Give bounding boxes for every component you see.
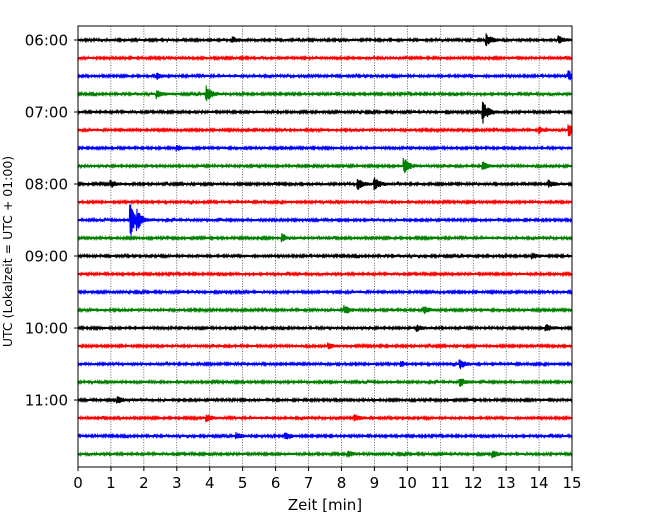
x-tick-label: 11	[431, 474, 450, 492]
trace-3	[77, 85, 573, 102]
x-tick-label: 8	[337, 474, 347, 492]
x-tick-label: 1	[106, 474, 116, 492]
trace-21	[77, 414, 573, 423]
trace-0	[77, 33, 573, 47]
trace-19	[77, 378, 573, 387]
trace-1	[77, 54, 573, 62]
y-tick-label: 11:00	[25, 392, 68, 410]
x-tick-label: 4	[205, 474, 215, 492]
trace-9	[77, 198, 573, 206]
x-tick-label: 10	[398, 474, 417, 492]
x-tick-label: 13	[497, 474, 516, 492]
x-tick-label: 2	[139, 474, 149, 492]
y-tick-label: 07:00	[25, 104, 68, 122]
seismogram-traces	[77, 33, 573, 459]
trace-8	[77, 177, 573, 191]
x-tick-label: 9	[370, 474, 380, 492]
trace-14	[77, 288, 573, 296]
x-tick-label: 0	[73, 474, 83, 492]
trace-5	[77, 124, 573, 137]
trace-7	[77, 157, 573, 174]
trace-10	[77, 204, 573, 236]
trace-18	[77, 359, 573, 370]
x-axis-ticks: 0 1 2 3 4 5 6 7 8 9 10 11 12 13 14 15	[73, 467, 582, 492]
trace-15	[77, 304, 573, 315]
plot-frame	[77, 25, 573, 468]
x-tick-label: 15	[562, 474, 581, 492]
trace-12	[77, 252, 573, 260]
x-tick-label: 5	[238, 474, 248, 492]
x-tick-label: 7	[304, 474, 314, 492]
trace-11	[77, 233, 573, 243]
y-axis-ticks: 06:00 07:00 08:00 09:00 10:00 11:00	[25, 32, 78, 410]
y-tick-label: 10:00	[25, 320, 68, 338]
x-tick-label: 14	[530, 474, 549, 492]
trace-13	[77, 270, 573, 278]
x-axis-label: Zeit [min]	[288, 496, 362, 514]
y-tick-label: 06:00	[25, 32, 68, 50]
y-tick-label: 08:00	[25, 176, 68, 194]
x-tick-label: 6	[271, 474, 281, 492]
trace-23	[77, 450, 573, 459]
trace-17	[77, 342, 573, 350]
trace-6	[77, 144, 573, 152]
trace-16	[77, 324, 573, 332]
y-tick-label: 09:00	[25, 248, 68, 266]
trace-20	[77, 396, 573, 404]
trace-2	[77, 70, 573, 81]
x-tick-label: 12	[464, 474, 483, 492]
trace-4	[77, 101, 573, 124]
y-axis-label: UTC (Lokalzeit = UTC + 01:00)	[0, 156, 15, 347]
x-tick-label: 3	[172, 474, 182, 492]
trace-22	[77, 432, 573, 440]
